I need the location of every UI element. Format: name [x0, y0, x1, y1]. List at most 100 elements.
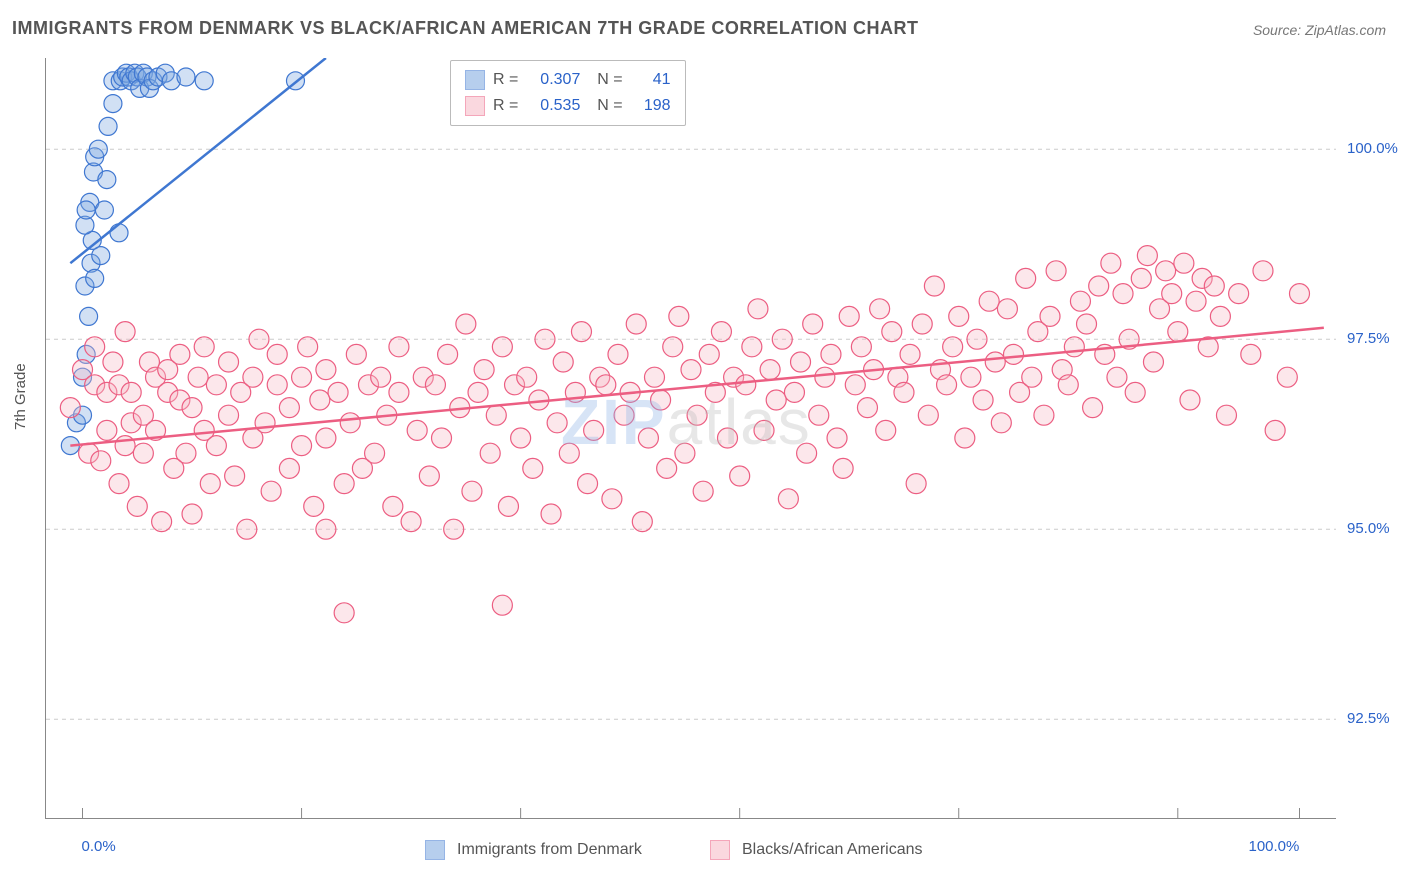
data-point-black	[797, 443, 817, 463]
data-point-black	[578, 474, 598, 494]
data-point-black	[772, 329, 792, 349]
data-point-black	[219, 352, 239, 372]
data-point-black	[292, 436, 312, 456]
data-point-black	[742, 337, 762, 357]
x-tick-label: 100.0%	[1248, 838, 1299, 855]
legend-row-denmark: R =0.307 N =41	[465, 67, 671, 93]
data-point-black	[754, 420, 774, 440]
data-point-black	[1277, 367, 1297, 387]
data-point-black	[127, 496, 147, 516]
data-point-black	[766, 390, 786, 410]
data-point-black	[316, 360, 336, 380]
series-legend-black: Blacks/African Americans	[710, 840, 923, 860]
y-tick-label: 100.0%	[1347, 140, 1398, 157]
data-point-black	[310, 390, 330, 410]
data-point-black	[91, 451, 111, 471]
data-point-black	[389, 382, 409, 402]
data-point-black	[103, 352, 123, 372]
data-point-denmark	[195, 72, 213, 90]
data-point-denmark	[110, 224, 128, 242]
data-point-black	[219, 405, 239, 425]
data-point-black	[900, 344, 920, 364]
data-point-black	[748, 299, 768, 319]
data-point-black	[736, 375, 756, 395]
legend-r-label: R =	[493, 67, 518, 93]
data-point-black	[821, 344, 841, 364]
y-tick-label: 97.5%	[1347, 330, 1390, 347]
data-point-black	[584, 420, 604, 440]
data-point-black	[316, 428, 336, 448]
data-point-black	[1131, 268, 1151, 288]
data-point-black	[663, 337, 683, 357]
data-point-black	[803, 314, 823, 334]
data-point-black	[237, 519, 257, 539]
data-point-black	[760, 360, 780, 380]
data-point-black	[194, 337, 214, 357]
data-point-black	[401, 512, 421, 532]
data-point-denmark	[92, 247, 110, 265]
data-point-black	[249, 329, 269, 349]
data-point-black	[644, 367, 664, 387]
data-point-denmark	[99, 117, 117, 135]
data-point-black	[182, 504, 202, 524]
data-point-black	[298, 337, 318, 357]
data-point-black	[985, 352, 1005, 372]
data-point-black	[1040, 306, 1060, 326]
data-point-black	[267, 344, 287, 364]
data-point-black	[432, 428, 452, 448]
data-point-denmark	[98, 171, 116, 189]
data-point-black	[1210, 306, 1230, 326]
data-point-black	[894, 382, 914, 402]
data-point-black	[1162, 284, 1182, 304]
data-point-black	[261, 481, 281, 501]
data-point-black	[498, 496, 518, 516]
data-point-black	[711, 322, 731, 342]
data-point-black	[1143, 352, 1163, 372]
data-point-black	[596, 375, 616, 395]
legend-row-black: R =0.535 N =198	[465, 93, 671, 119]
source-attribution: Source: ZipAtlas.com	[1253, 22, 1386, 38]
data-point-black	[675, 443, 695, 463]
data-point-black	[687, 405, 707, 425]
data-point-black	[1058, 375, 1078, 395]
data-point-black	[791, 352, 811, 372]
data-point-black	[438, 344, 458, 364]
data-point-black	[316, 519, 336, 539]
data-point-black	[1004, 344, 1024, 364]
data-point-black	[918, 405, 938, 425]
data-point-black	[657, 458, 677, 478]
legend-r-value: 0.535	[526, 93, 580, 119]
scatter-plot	[45, 58, 1336, 819]
data-point-black	[535, 329, 555, 349]
series-label: Blacks/African Americans	[742, 841, 923, 859]
legend-swatch	[710, 840, 730, 860]
data-point-black	[492, 595, 512, 615]
data-point-black	[602, 489, 622, 509]
data-point-black	[1064, 337, 1084, 357]
data-point-black	[955, 428, 975, 448]
source-label: Source:	[1253, 22, 1301, 38]
data-point-black	[328, 382, 348, 402]
data-point-black	[346, 344, 366, 364]
data-point-black	[681, 360, 701, 380]
data-point-black	[1156, 261, 1176, 281]
data-point-denmark	[89, 140, 107, 158]
data-point-black	[243, 367, 263, 387]
data-point-black	[425, 375, 445, 395]
legend-swatch	[465, 96, 485, 116]
data-point-denmark	[177, 68, 195, 86]
data-point-black	[943, 337, 963, 357]
legend-r-value: 0.307	[526, 67, 580, 93]
data-point-black	[304, 496, 324, 516]
legend-n-value: 198	[631, 93, 671, 119]
data-point-black	[870, 299, 890, 319]
data-point-black	[517, 367, 537, 387]
data-point-black	[784, 382, 804, 402]
data-point-black	[109, 474, 129, 494]
data-point-black	[1034, 405, 1054, 425]
data-point-black	[699, 344, 719, 364]
data-point-black	[1265, 420, 1285, 440]
data-point-black	[882, 322, 902, 342]
data-point-black	[85, 337, 105, 357]
data-point-black	[547, 413, 567, 433]
